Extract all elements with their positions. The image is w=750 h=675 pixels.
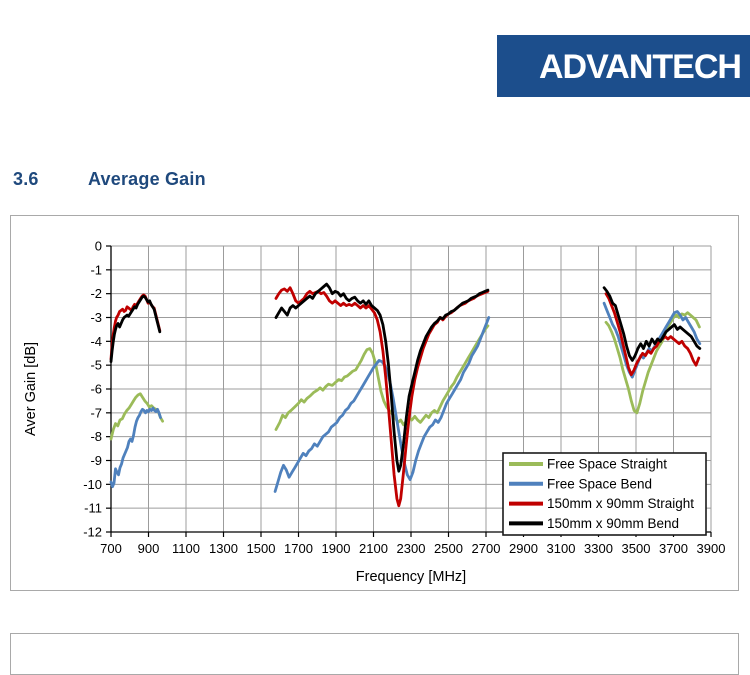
series-line-free-space-bend bbox=[273, 316, 491, 493]
x-axis-title: Frequency [MHz] bbox=[356, 569, 466, 585]
x-tick-label: 3500 bbox=[622, 541, 651, 556]
x-tick-label: 3100 bbox=[547, 541, 576, 556]
series-line-free-space-straight bbox=[109, 392, 165, 441]
y-tick-label: -11 bbox=[84, 501, 102, 516]
x-tick-label: 1700 bbox=[284, 541, 313, 556]
x-tick-label: 3900 bbox=[697, 541, 726, 556]
y-tick-label: -5 bbox=[90, 358, 102, 373]
y-tick-label: -6 bbox=[90, 382, 102, 397]
series-line-150mm-x-90mm-bend bbox=[109, 294, 162, 364]
legend-label: Free Space Bend bbox=[547, 476, 652, 491]
y-tick-label: -3 bbox=[90, 310, 102, 325]
advantech-logo: ADVANTECH bbox=[497, 35, 750, 97]
y-tick-label: -12 bbox=[83, 525, 102, 540]
next-section-box bbox=[10, 633, 739, 675]
y-tick-label: -4 bbox=[90, 334, 102, 349]
x-tick-label: 1500 bbox=[247, 541, 276, 556]
y-tick-label: 0 bbox=[95, 239, 102, 254]
legend-label: 150mm x 90mm Bend bbox=[547, 516, 679, 531]
page-background: { "page": { "logo_text": "ADVANTECH", "l… bbox=[10, 35, 750, 675]
series-line-150mm-x-90mm-bend bbox=[274, 282, 490, 473]
x-tick-label: 2700 bbox=[472, 541, 501, 556]
section-number: 3.6 bbox=[13, 169, 39, 189]
legend-item-free-space-bend: Free Space Bend bbox=[509, 476, 652, 491]
y-tick-label: -2 bbox=[90, 286, 102, 301]
x-tick-label: 2300 bbox=[397, 541, 426, 556]
x-tick-label: 2100 bbox=[359, 541, 388, 556]
section-title: Average Gain bbox=[88, 169, 206, 189]
x-tick-label: 1900 bbox=[322, 541, 351, 556]
series-line-150mm-x-90mm-straight bbox=[604, 292, 701, 377]
legend-item-150mm-x-90mm-bend: 150mm x 90mm Bend bbox=[509, 516, 679, 531]
y-tick-label: -1 bbox=[90, 262, 102, 277]
y-axis-title: Aver Gain [dB] bbox=[23, 342, 39, 436]
x-tick-label: 2900 bbox=[509, 541, 538, 556]
legend-item-free-space-straight: Free Space Straight bbox=[509, 457, 667, 472]
series-line-150mm-x-90mm-bend bbox=[602, 286, 702, 362]
y-tick-label: -10 bbox=[83, 477, 102, 492]
x-tick-label: 3700 bbox=[659, 541, 688, 556]
series-line-free-space-bend bbox=[109, 406, 162, 489]
x-tick-label: 900 bbox=[138, 541, 160, 556]
legend-label: Free Space Straight bbox=[547, 457, 667, 472]
advantech-logo-text: ADVANTECH bbox=[539, 48, 742, 86]
series-line-free-space-straight bbox=[274, 324, 490, 431]
series-line-free-space-straight bbox=[604, 311, 701, 415]
y-tick-label: -8 bbox=[90, 429, 102, 444]
x-tick-label: 3300 bbox=[584, 541, 613, 556]
legend-item-150mm-x-90mm-straight: 150mm x 90mm Straight bbox=[509, 496, 694, 511]
legend-box bbox=[502, 452, 707, 536]
x-tick-label: 700 bbox=[100, 541, 122, 556]
average-gain-chart-box: 0 -1 -2 -3 -4 -5 -6 -7 -8 -9 -10 -11 -12 700 900 1100 13… bbox=[10, 215, 739, 591]
y-tick-label: -7 bbox=[90, 405, 102, 420]
x-tick-label: 2500 bbox=[434, 541, 463, 556]
y-tick-label: -9 bbox=[90, 453, 102, 468]
section-heading: 3.6 Average Gain bbox=[13, 169, 206, 190]
legend-label: 150mm x 90mm Straight bbox=[547, 496, 694, 511]
x-tick-label: 1100 bbox=[172, 541, 200, 556]
x-tick-label: 1300 bbox=[209, 541, 238, 556]
